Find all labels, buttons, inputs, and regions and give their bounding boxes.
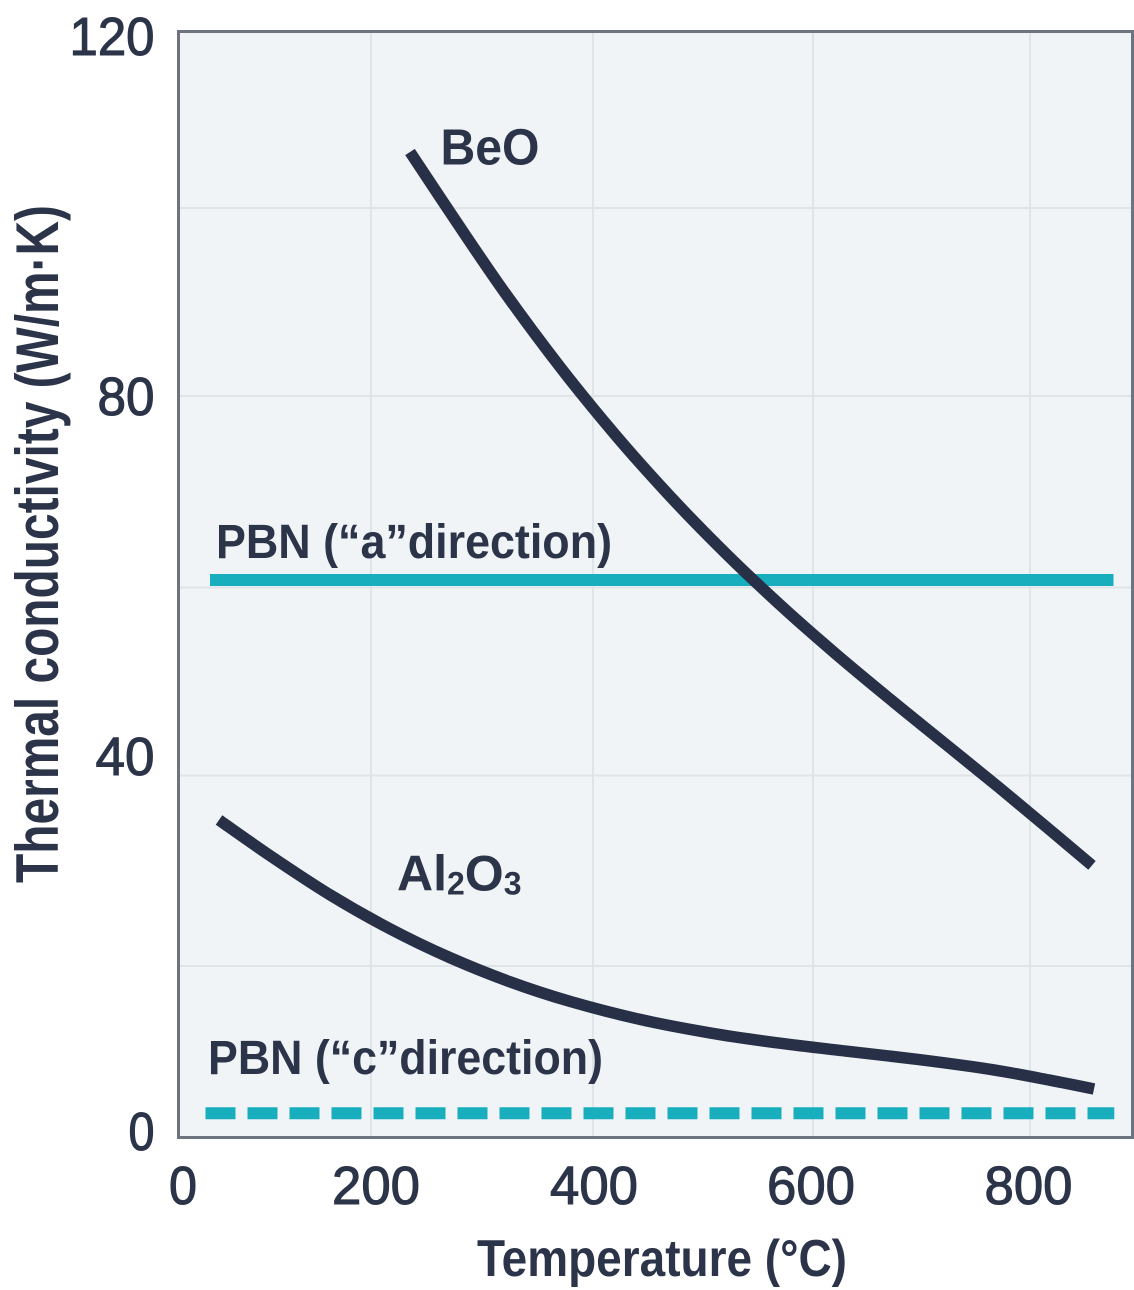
svg-text:120: 120 xyxy=(70,7,155,67)
svg-text:600: 600 xyxy=(767,1156,855,1216)
svg-text:40: 40 xyxy=(96,727,155,787)
svg-text:0: 0 xyxy=(169,1156,197,1216)
svg-text:BeO: BeO xyxy=(441,119,540,176)
svg-text:Temperature (°C): Temperature (°C) xyxy=(477,1230,847,1288)
svg-text:800: 800 xyxy=(985,1156,1073,1216)
svg-text:80: 80 xyxy=(98,367,155,427)
svg-text:PBN (“c”direction): PBN (“c”direction) xyxy=(208,1032,603,1085)
svg-text:200: 200 xyxy=(332,1156,420,1216)
svg-text:Thermal conductivity (W/m·K): Thermal conductivity (W/m·K) xyxy=(4,205,71,883)
svg-text:Al2O3: Al2O3 xyxy=(397,846,522,902)
svg-text:0: 0 xyxy=(129,1102,155,1162)
svg-text:PBN (“a”direction): PBN (“a”direction) xyxy=(216,516,612,569)
svg-text:400: 400 xyxy=(550,1156,638,1216)
